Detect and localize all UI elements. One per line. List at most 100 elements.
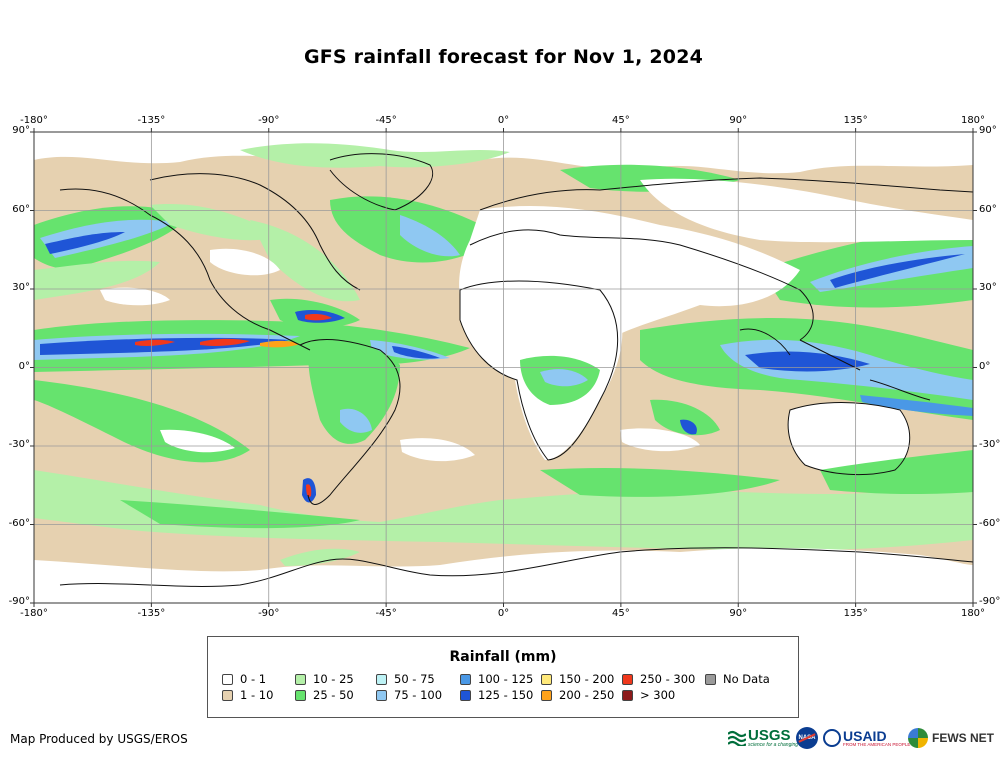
lat-tick-label-left: 90° (12, 125, 30, 136)
lon-tick-label-top: 135° (843, 115, 868, 126)
legend-item: No Data (705, 672, 770, 686)
legend-item: 50 - 75 (376, 672, 435, 686)
precip-zone (34, 260, 160, 300)
lon-tick-label-bottom: 135° (843, 608, 868, 619)
precip-zone (340, 408, 372, 433)
legend-swatch (541, 673, 552, 685)
usgs-label: USGS (748, 727, 791, 744)
legend-item: 200 - 250 (541, 688, 614, 702)
legend-label: 250 - 300 (640, 672, 696, 686)
dry-zone (620, 428, 700, 452)
precip-zone (820, 450, 973, 495)
precip-zone (830, 254, 965, 288)
precip-zone (305, 314, 332, 321)
coastline (299, 339, 401, 505)
precip-zone (650, 399, 720, 436)
legend-label: 1 - 10 (240, 688, 274, 702)
rainfall-map (30, 128, 977, 607)
legend-item: 125 - 150 (460, 688, 533, 702)
legend-label: 125 - 150 (478, 688, 534, 702)
legend-swatch (295, 689, 306, 701)
legend-swatch (222, 689, 233, 701)
precip-zone (135, 339, 175, 346)
lon-tick-label-top: 0° (497, 115, 510, 126)
legend-label: 50 - 75 (394, 672, 435, 686)
lon-tick-label-bottom: -180° (20, 608, 48, 619)
usgs-logo: USGS science for a changing world (728, 725, 811, 751)
lon-tick-label-top: -180° (20, 115, 48, 126)
precip-zone (306, 484, 312, 497)
precip-zone (45, 232, 125, 254)
lat-tick-label-right: -30° (979, 439, 1001, 450)
legend-item: 0 - 1 (222, 672, 266, 686)
coastline (469, 229, 814, 341)
usaid-logo: USAID FROM THE AMERICAN PEOPLE (823, 725, 910, 751)
precip-zone (150, 204, 280, 241)
lat-tick-label-right: 60° (979, 203, 997, 215)
legend-swatch (622, 689, 633, 701)
coastline (787, 402, 911, 476)
lon-tick-label-top: -90° (258, 115, 280, 126)
coastline (59, 188, 311, 351)
dry-zone (210, 248, 280, 276)
graticule (34, 132, 973, 603)
usaid-tagline: FROM THE AMERICAN PEOPLE (843, 741, 911, 747)
lat-tick-label-right: -90° (979, 596, 1001, 607)
legend-item: 25 - 50 (295, 688, 354, 702)
legend-item: 250 - 300 (622, 672, 695, 686)
legend-label: 10 - 25 (313, 672, 354, 686)
fews-logo: FEWS NET (908, 725, 994, 751)
precip-zone (280, 548, 360, 566)
lon-tick-label-top: -135° (137, 115, 166, 126)
lon-tick-label-top: 180° (960, 115, 986, 126)
coastline (59, 547, 973, 587)
logo-bar: USGS science for a changing world NASA U… (728, 725, 1000, 751)
legend-label: 0 - 1 (240, 672, 267, 686)
legend: Rainfall (mm) 0 - 1 1 - 10 10 - 25 25 - 50 5… (207, 636, 799, 718)
lon-tick-label-top: 90° (729, 115, 748, 126)
legend-swatch (460, 673, 471, 685)
legend-label: > 300 (640, 688, 676, 702)
fews-globe-icon (908, 728, 928, 748)
usgs-wave-icon (728, 730, 746, 746)
lat-tick-label-left: 30° (12, 282, 30, 293)
precip-zone (240, 143, 510, 168)
land-outlines (59, 153, 973, 505)
tick-marks (30, 128, 977, 607)
lat-tick-label-left: -60° (8, 517, 30, 529)
fews-label: FEWS NET (932, 731, 994, 745)
precip-zone (120, 500, 360, 529)
coastline (329, 153, 433, 211)
lon-tick-label-bottom: -135° (137, 608, 166, 619)
legend-swatch (376, 689, 387, 701)
dry-zone (788, 402, 910, 475)
legend-item: > 300 (622, 688, 675, 702)
lat-tick-label-right: 0° (979, 360, 991, 372)
lon-tick-label-top: 45° (612, 115, 630, 126)
legend-label: No Data (723, 672, 770, 686)
legend-swatch (376, 673, 387, 685)
lon-tick-label-bottom: 0° (497, 608, 510, 619)
precip-zone (260, 340, 300, 348)
coastline (459, 280, 619, 461)
dry-zone (160, 429, 235, 453)
lon-tick-label-bottom: -90° (258, 608, 280, 619)
lon-tick-label-bottom: 180° (960, 608, 986, 619)
legend-item: 10 - 25 (295, 672, 354, 686)
precip-zone (392, 346, 440, 359)
lat-tick-label-left: 0° (18, 360, 30, 372)
legend-label: 100 - 125 (478, 672, 534, 686)
coastline (479, 177, 973, 211)
legend-label: 75 - 100 (394, 688, 443, 702)
lat-tick-label-left: -30° (8, 439, 30, 450)
legend-title: Rainfall (mm) (449, 649, 557, 665)
legend-item: 75 - 100 (376, 688, 442, 702)
legend-swatch (622, 673, 633, 685)
map-title: GFS rainfall forecast for Nov 1, 2024 (303, 46, 704, 68)
legend-item: 1 - 10 (222, 688, 273, 702)
coastline (149, 173, 361, 291)
lon-tick-label-bottom: 90° (729, 608, 748, 619)
nasa-logo: NASA (796, 725, 818, 751)
legend-swatch (295, 673, 306, 685)
lon-tick-label-bottom: 45° (612, 608, 630, 619)
